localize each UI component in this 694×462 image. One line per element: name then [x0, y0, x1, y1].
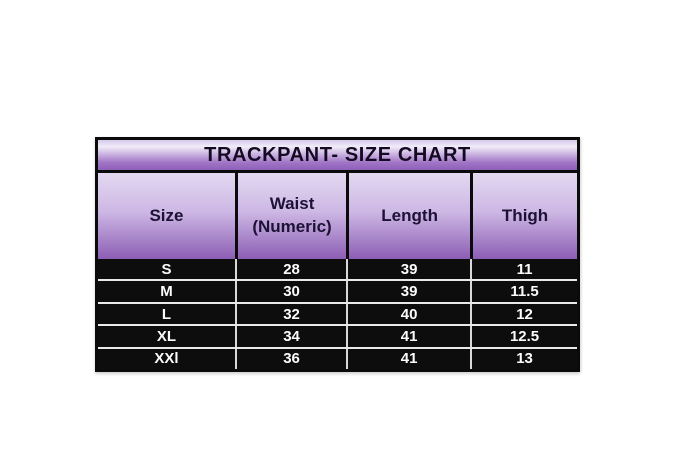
cell-length: 41	[346, 348, 470, 370]
cell-thigh: 11	[470, 259, 577, 280]
cell-waist: 36	[234, 348, 346, 370]
cell-thigh: 11.5	[470, 281, 577, 302]
table-header-row: Size Waist (Numeric) Length Thigh	[98, 173, 577, 259]
cell-waist: 28	[234, 259, 346, 280]
table-row-xl: XL 34 41 12.5	[98, 324, 577, 347]
cell-thigh: 12.5	[470, 326, 577, 347]
cell-thigh: 13	[470, 348, 577, 370]
cell-waist: 32	[234, 303, 346, 325]
table-row-s: S 28 39 11	[98, 259, 577, 280]
column-header-length: Length	[346, 173, 471, 259]
table-row-l: L 32 40 12	[98, 301, 577, 325]
cell-length: 39	[346, 259, 470, 280]
cell-waist: 34	[234, 326, 346, 347]
table-row-xxl: XXl 36 41 13	[98, 346, 577, 370]
column-header-waist: Waist (Numeric)	[234, 173, 347, 259]
table-row-m: M 30 39 11.5	[98, 279, 577, 302]
cell-length: 41	[346, 326, 470, 347]
cell-length: 39	[346, 281, 470, 302]
size-chart-table: TRACKPANT- SIZE CHART Size Waist (Numeri…	[95, 137, 580, 372]
column-header-thigh: Thigh	[470, 173, 577, 259]
cell-size: L	[161, 305, 172, 323]
cell-size: XXl	[154, 350, 179, 368]
cell-size: XL	[156, 327, 177, 345]
column-header-size: Size	[98, 173, 235, 259]
chart-title: TRACKPANT- SIZE CHART	[98, 140, 577, 173]
cell-waist: 30	[234, 281, 346, 302]
cell-size: M	[160, 283, 173, 301]
cell-thigh: 12	[470, 303, 577, 325]
table-body: S 28 39 11 M 30 39 11.5 L 32 40 12 XL 34…	[98, 259, 577, 370]
cell-size: S	[161, 260, 172, 278]
cell-length: 40	[346, 303, 470, 325]
